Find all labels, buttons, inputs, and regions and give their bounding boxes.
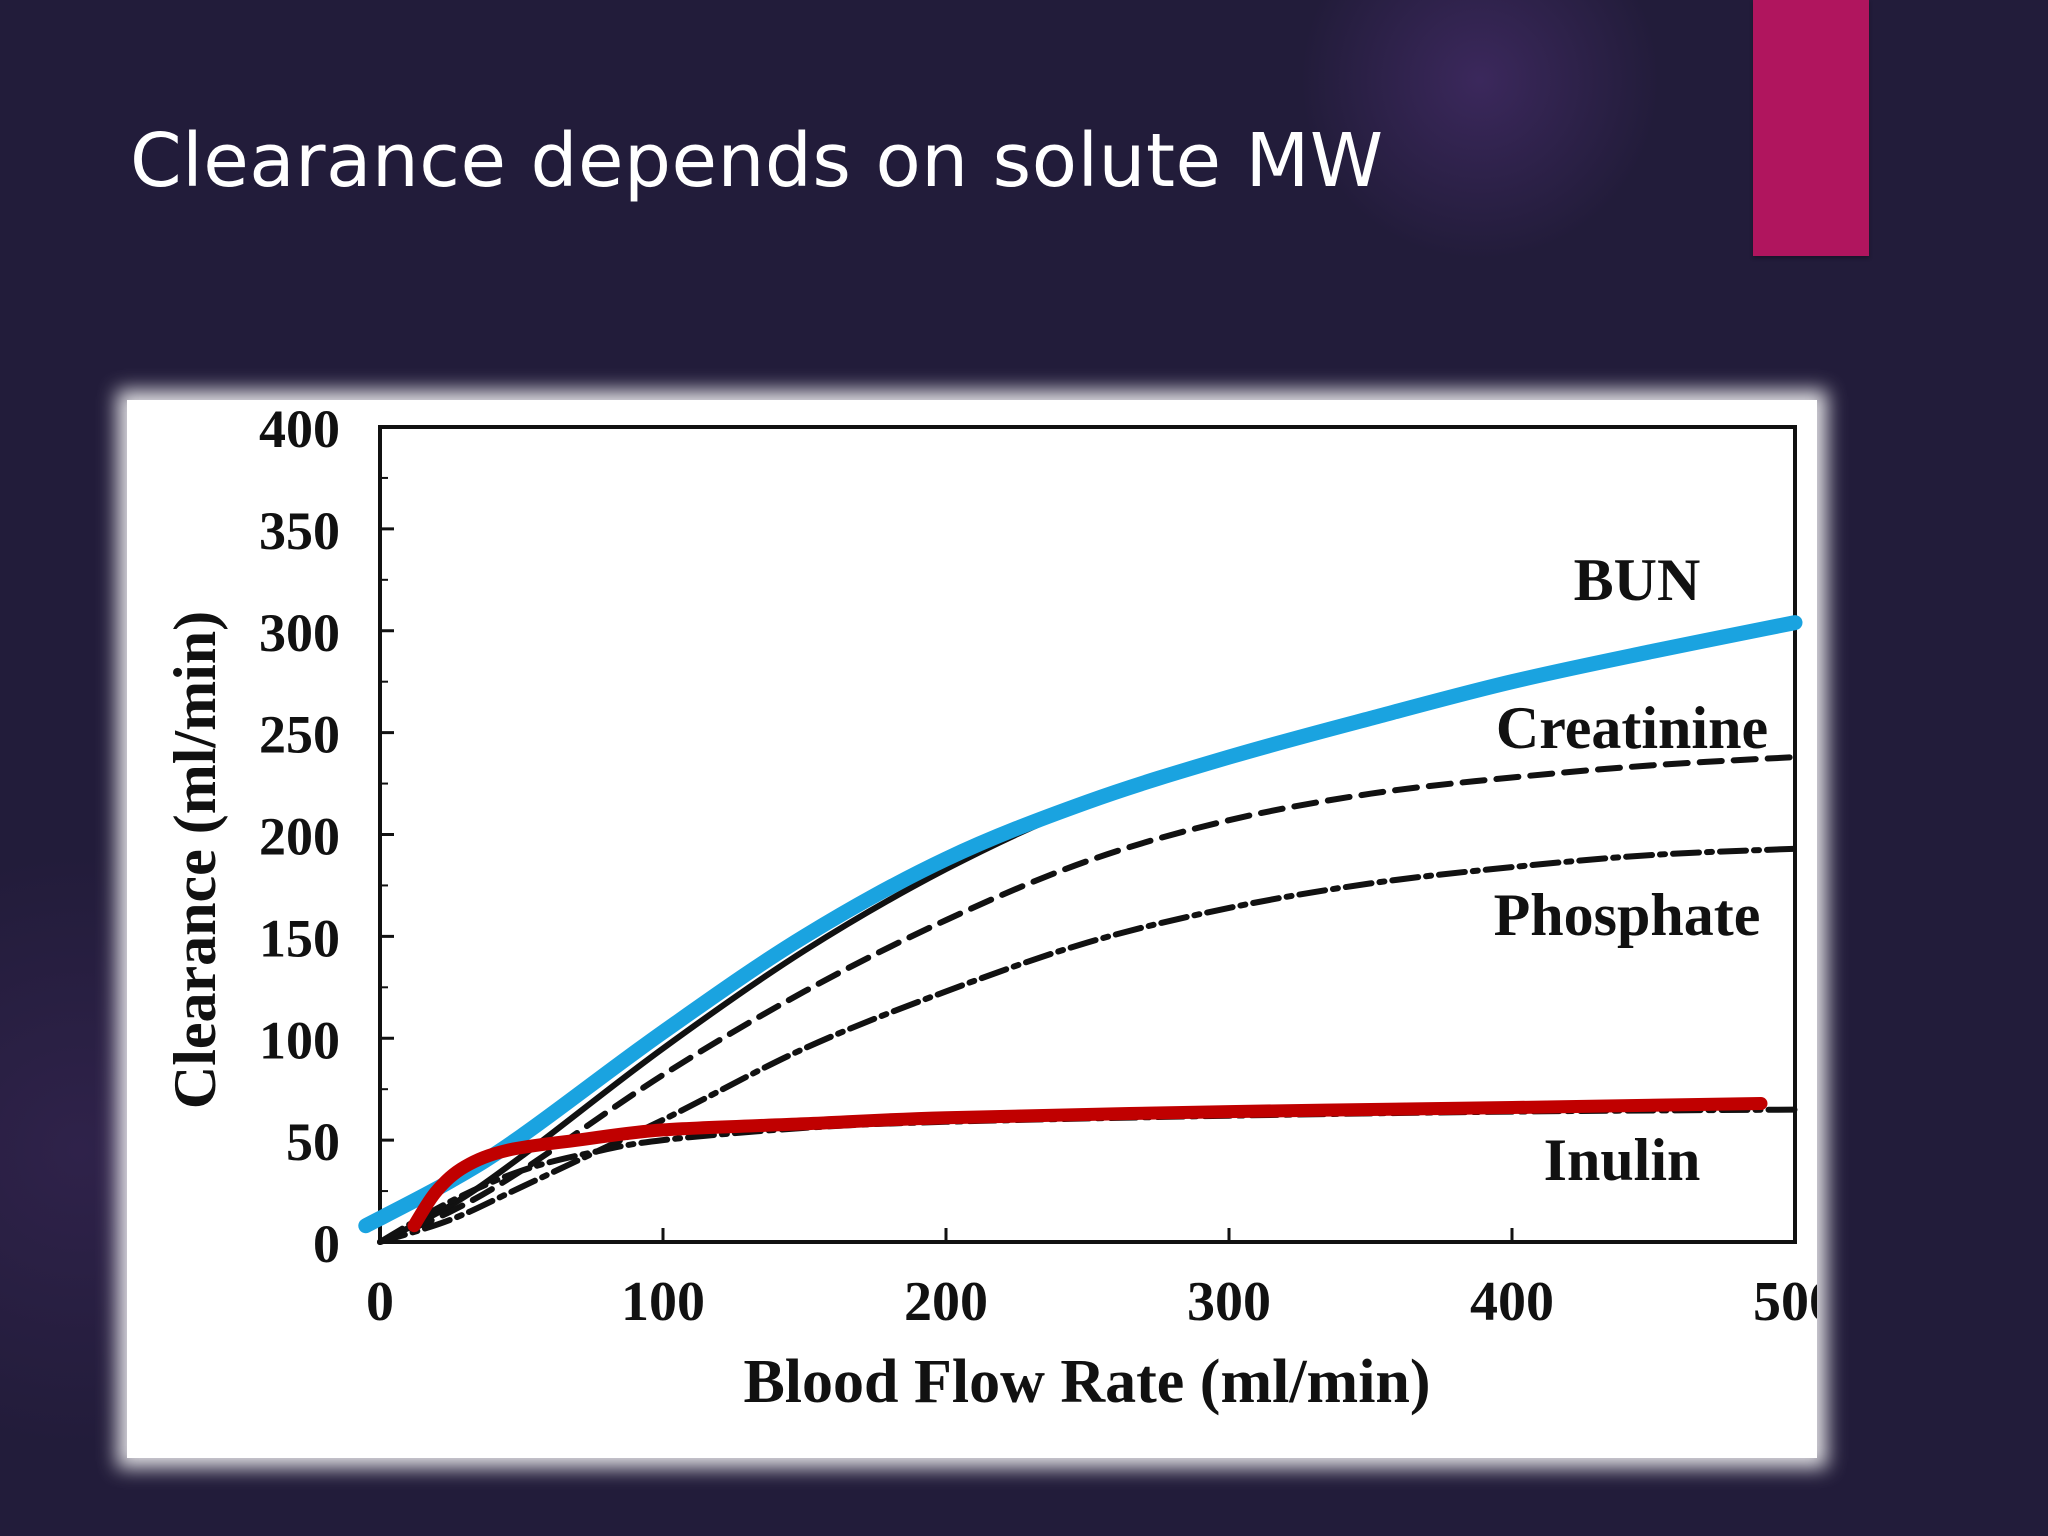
y-tick-label: 400: [259, 400, 340, 459]
series-line-creatinine: [377, 754, 1798, 1245]
x-tick-label: 300: [1187, 1271, 1271, 1333]
x-tick-label: 100: [621, 1271, 705, 1333]
x-tick-label: 200: [904, 1271, 988, 1333]
highlight-blue: [358, 615, 1803, 1234]
y-tick-label: 150: [259, 908, 340, 968]
y-tick-label: 100: [259, 1010, 340, 1070]
series-label-creatinine: Creatinine: [1496, 695, 1768, 761]
y-tick-label: 250: [259, 705, 340, 765]
x-axis-label: Blood Flow Rate (ml/min): [743, 1348, 1430, 1416]
chart-card: 0 50 100 150 200 250 300 350 400 0 100 200 300 400 500…: [127, 400, 1817, 1458]
y-axis-label: Clearance (ml/min): [162, 611, 228, 1109]
x-tick-label: 400: [1470, 1271, 1554, 1333]
y-tick-label: 200: [259, 807, 340, 867]
clearance-chart: 0 50 100 150 200 250 300 350 400 0 100 200 300 400 500…: [162, 400, 1817, 1416]
y-tick-label: 300: [259, 603, 340, 663]
series-label-phosphate: Phosphate: [1494, 882, 1761, 948]
highlight-layer: [358, 615, 1803, 1234]
x-tick-label: 500: [1753, 1271, 1817, 1333]
label-layer: BUN Creatinine Phosphate Inulin: [1494, 547, 1768, 1193]
series-line-phosphate: [377, 845, 1798, 1245]
x-tick-label: 0: [366, 1271, 394, 1333]
series-label-bun: BUN: [1574, 547, 1701, 613]
y-tick-label: 350: [259, 501, 340, 561]
slide-title: Clearance depends on solute MW: [130, 118, 1384, 204]
y-tick-label: 0: [313, 1214, 340, 1274]
series-label-inulin: Inulin: [1544, 1127, 1701, 1193]
axes-layer: 0 50 100 150 200 250 300 350 400 0 100 200 300 400 500: [259, 400, 1817, 1333]
y-tick-label: 50: [286, 1112, 340, 1172]
accent-bar: [1753, 0, 1869, 256]
highlight-red: [407, 1097, 1768, 1233]
